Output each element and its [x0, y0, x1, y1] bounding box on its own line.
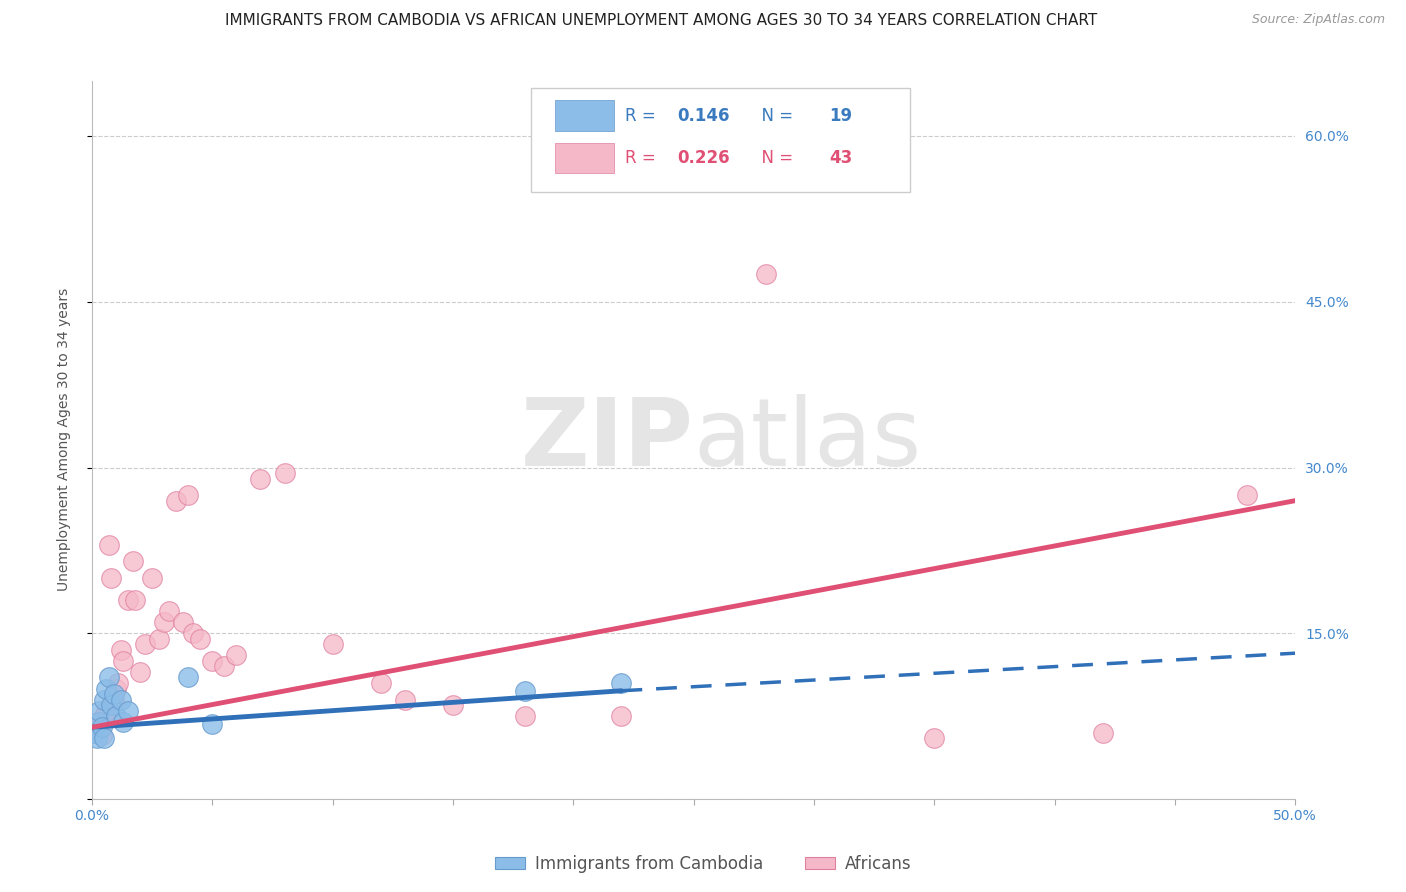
Point: [89, 704, 111, 718]
Point: [100, 698, 122, 712]
Point: [86, 714, 108, 729]
Point: [96, 681, 118, 696]
Point: [117, 704, 139, 718]
Point: [103, 692, 125, 706]
Legend: Immigrants from Cambodia, Africans: Immigrants from Cambodia, Africans: [488, 848, 918, 880]
Point: [83, 725, 105, 739]
Point: [188, 632, 211, 646]
Point: [370, 676, 392, 690]
Point: [273, 466, 295, 480]
Point: [90, 728, 112, 742]
Point: [134, 637, 156, 651]
Point: [129, 665, 152, 679]
Point: [165, 493, 187, 508]
Point: [97, 538, 120, 552]
Point: [105, 709, 128, 723]
Point: [89, 720, 111, 734]
Point: [124, 593, 146, 607]
Point: [177, 488, 200, 502]
Point: [90, 720, 112, 734]
Point: [83, 725, 105, 739]
Point: [110, 692, 132, 706]
Point: [181, 626, 204, 640]
Point: [117, 593, 139, 607]
Text: ZIP: ZIP: [520, 394, 693, 486]
Point: [107, 676, 129, 690]
Point: [97, 671, 120, 685]
Point: [322, 637, 344, 651]
Point: [922, 731, 945, 746]
Point: [515, 709, 537, 723]
Text: 0.146: 0.146: [676, 106, 730, 125]
Point: [96, 704, 118, 718]
Text: R =: R =: [626, 106, 661, 125]
Point: [1091, 725, 1114, 739]
Text: N =: N =: [751, 149, 799, 167]
Point: [112, 654, 135, 668]
Point: [105, 681, 128, 696]
Text: Source: ZipAtlas.com: Source: ZipAtlas.com: [1251, 13, 1385, 27]
Point: [172, 615, 194, 630]
Point: [86, 731, 108, 746]
Point: [515, 683, 537, 698]
Text: R =: R =: [626, 149, 661, 167]
Point: [148, 632, 170, 646]
Text: 0.226: 0.226: [676, 149, 730, 167]
Point: [1236, 488, 1258, 502]
Point: [394, 692, 416, 706]
Text: atlas: atlas: [693, 394, 922, 486]
Point: [112, 714, 135, 729]
FancyBboxPatch shape: [531, 88, 910, 192]
Point: [141, 571, 163, 585]
Point: [122, 554, 145, 568]
Point: [201, 654, 224, 668]
FancyBboxPatch shape: [555, 101, 614, 130]
Text: 43: 43: [830, 149, 853, 167]
Point: [177, 671, 200, 685]
Point: [610, 676, 633, 690]
Point: [93, 731, 115, 746]
Point: [441, 698, 464, 712]
Point: [89, 714, 111, 729]
Point: [110, 643, 132, 657]
Point: [93, 709, 115, 723]
Text: N =: N =: [751, 106, 799, 125]
Point: [610, 709, 633, 723]
Point: [93, 692, 115, 706]
Point: [103, 687, 125, 701]
Text: IMMIGRANTS FROM CAMBODIA VS AFRICAN UNEMPLOYMENT AMONG AGES 30 TO 34 YEARS CORRE: IMMIGRANTS FROM CAMBODIA VS AFRICAN UNEM…: [225, 13, 1097, 29]
Text: 19: 19: [830, 106, 852, 125]
Point: [249, 471, 271, 485]
Point: [153, 615, 176, 630]
Point: [201, 717, 224, 731]
FancyBboxPatch shape: [555, 143, 614, 173]
Point: [755, 267, 778, 281]
Point: [157, 604, 180, 618]
Point: [100, 571, 122, 585]
Point: [225, 648, 247, 663]
Point: [682, 173, 704, 187]
Y-axis label: Unemployment Among Ages 30 to 34 years: Unemployment Among Ages 30 to 34 years: [58, 288, 72, 591]
Point: [214, 659, 236, 673]
